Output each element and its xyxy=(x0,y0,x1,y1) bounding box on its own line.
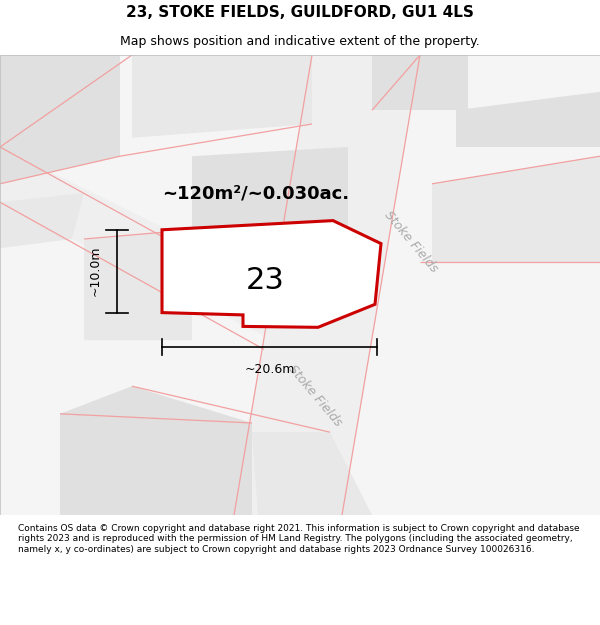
Polygon shape xyxy=(432,156,600,262)
Polygon shape xyxy=(132,55,312,138)
Text: Contains OS data © Crown copyright and database right 2021. This information is : Contains OS data © Crown copyright and d… xyxy=(18,524,580,554)
Polygon shape xyxy=(192,147,348,230)
Text: ~10.0m: ~10.0m xyxy=(89,246,102,296)
Text: Map shows position and indicative extent of the property.: Map shows position and indicative extent… xyxy=(120,35,480,48)
Text: 23, STOKE FIELDS, GUILDFORD, GU1 4LS: 23, STOKE FIELDS, GUILDFORD, GU1 4LS xyxy=(126,4,474,19)
Polygon shape xyxy=(0,193,84,248)
Text: ~120m²/~0.030ac.: ~120m²/~0.030ac. xyxy=(162,184,349,202)
Text: 23: 23 xyxy=(245,266,284,295)
Polygon shape xyxy=(252,432,372,515)
Text: Stoke Fields: Stoke Fields xyxy=(286,362,344,429)
Polygon shape xyxy=(0,55,120,184)
Polygon shape xyxy=(456,92,600,147)
Text: ~20.6m: ~20.6m xyxy=(244,363,295,376)
Polygon shape xyxy=(234,55,420,515)
Polygon shape xyxy=(84,230,192,340)
Polygon shape xyxy=(0,147,336,354)
Polygon shape xyxy=(162,221,381,328)
Polygon shape xyxy=(60,386,252,515)
Text: Stoke Fields: Stoke Fields xyxy=(382,208,440,274)
Polygon shape xyxy=(372,55,468,110)
